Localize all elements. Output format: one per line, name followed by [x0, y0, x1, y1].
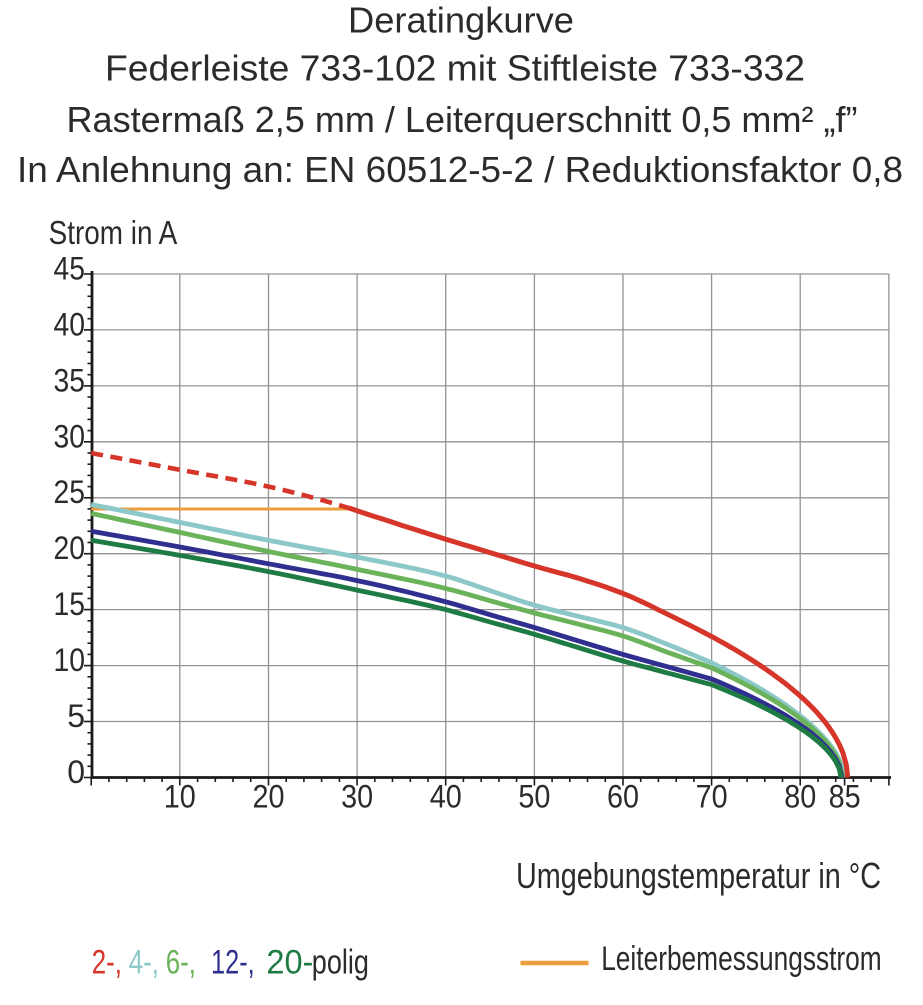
- svg-text:Leiterbemessungsstrom: Leiterbemessungsstrom: [601, 940, 882, 978]
- svg-text:Strom in A: Strom in A: [49, 214, 178, 251]
- svg-text:40: 40: [430, 779, 462, 815]
- svg-text:20: 20: [253, 779, 285, 815]
- svg-text:5: 5: [67, 698, 85, 734]
- svg-text:25: 25: [54, 474, 86, 510]
- svg-text:2-,: 2-,: [92, 944, 122, 982]
- svg-text:Rastermaß 2,5 mm / Leiterquers: Rastermaß 2,5 mm / Leiterquerschnitt 0,5…: [67, 99, 858, 140]
- svg-text:60: 60: [607, 779, 639, 815]
- svg-text:10: 10: [54, 642, 86, 678]
- svg-text:80: 80: [784, 779, 816, 815]
- svg-text:0: 0: [67, 754, 85, 790]
- svg-text:40: 40: [54, 306, 86, 342]
- svg-text:20: 20: [54, 530, 86, 566]
- svg-text:50: 50: [518, 779, 550, 815]
- svg-text:20-: 20-: [266, 944, 313, 982]
- svg-text:Umgebungstemperatur in °C: Umgebungstemperatur in °C: [516, 855, 881, 896]
- svg-text:30: 30: [341, 779, 373, 815]
- svg-text:6-,: 6-,: [166, 944, 196, 982]
- svg-text:polig: polig: [312, 944, 369, 982]
- svg-text:Federleiste 733-102 mit Stiftl: Federleiste 733-102 mit Stiftleiste 733-…: [105, 48, 805, 89]
- svg-text:12-,: 12-,: [211, 944, 255, 982]
- svg-text:15: 15: [54, 586, 86, 622]
- svg-text:Deratingkurve: Deratingkurve: [348, 0, 574, 41]
- svg-text:10: 10: [164, 779, 196, 815]
- svg-text:35: 35: [54, 362, 86, 398]
- svg-text:30: 30: [54, 418, 86, 454]
- svg-text:4-,: 4-,: [129, 944, 159, 982]
- svg-text:85: 85: [829, 779, 861, 815]
- svg-text:45: 45: [54, 251, 86, 287]
- svg-text:70: 70: [696, 779, 728, 815]
- svg-text:In Anlehnung an: EN 60512-5-2: In Anlehnung an: EN 60512-5-2 / Reduktio…: [17, 149, 903, 190]
